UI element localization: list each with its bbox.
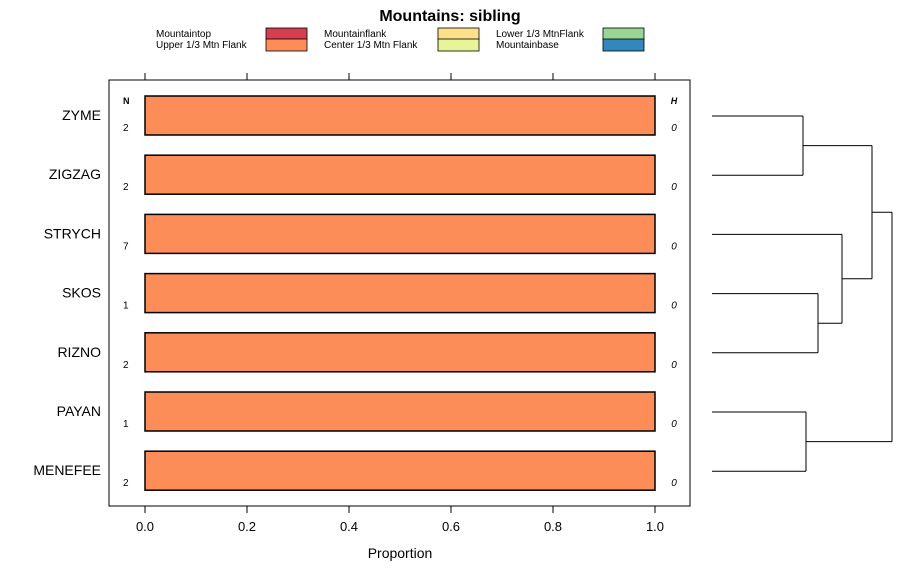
n-value: 2 bbox=[123, 360, 129, 371]
x-tick-label: 0.6 bbox=[442, 519, 460, 534]
row-label-strych: STRYCH bbox=[44, 225, 101, 241]
row-label-skos: SKOS bbox=[62, 285, 101, 301]
h-value: 0 bbox=[671, 123, 677, 134]
row-label-menefee: MENEFEE bbox=[33, 462, 101, 478]
n-value: 2 bbox=[123, 182, 129, 193]
h-value: 0 bbox=[671, 419, 677, 430]
n-value: 1 bbox=[123, 419, 129, 430]
legend-swatch bbox=[437, 27, 480, 41]
bar-payan bbox=[144, 391, 656, 432]
bar-rizno bbox=[144, 332, 656, 373]
x-tick-label: 0.2 bbox=[238, 519, 256, 534]
h-column-header: H bbox=[671, 96, 678, 106]
legend-swatch bbox=[437, 38, 480, 52]
dendrogram bbox=[712, 115, 893, 472]
legend-label: Mountainflank bbox=[324, 29, 387, 40]
legend-label: Lower 1/3 MtnFlank bbox=[496, 29, 585, 40]
legend-swatch bbox=[265, 27, 308, 41]
x-axis-label: Proportion bbox=[368, 545, 433, 561]
row-label-zigzag: ZIGZAG bbox=[49, 166, 101, 182]
chart-title: Mountains: sibling bbox=[379, 8, 520, 25]
x-tick-label: 0.8 bbox=[544, 519, 562, 534]
legend-swatch bbox=[602, 38, 645, 52]
h-value: 0 bbox=[671, 182, 677, 193]
bar-rows: ZYME 2 0 ZIGZAG 2 0 STRYCH 7 0 SKOS 1 0 RIZNO 2 0 PAYAN… bbox=[33, 95, 677, 491]
row-label-rizno: RIZNO bbox=[57, 344, 101, 360]
n-column-header: N bbox=[123, 96, 130, 106]
row-label-payan: PAYAN bbox=[57, 403, 101, 419]
x-tick-label: 0.4 bbox=[340, 519, 358, 534]
bar-menefee bbox=[144, 450, 656, 491]
n-value: 7 bbox=[123, 241, 129, 252]
x-tick-label: 1.0 bbox=[646, 519, 664, 534]
bar-zigzag bbox=[144, 154, 656, 195]
n-value: 2 bbox=[123, 478, 129, 489]
h-value: 0 bbox=[671, 301, 677, 312]
bar-zyme bbox=[144, 95, 656, 136]
legend-label: Mountaintop bbox=[156, 29, 211, 40]
legend-swatch bbox=[265, 38, 308, 52]
h-value: 0 bbox=[671, 478, 677, 489]
plot-frame bbox=[108, 79, 691, 507]
h-value: 0 bbox=[671, 241, 677, 252]
n-value: 1 bbox=[123, 301, 129, 312]
x-axis: 0.0 0.2 0.4 0.6 0.8 1.0 bbox=[136, 73, 664, 534]
legend-swatch bbox=[602, 27, 645, 41]
bar-strych bbox=[144, 213, 656, 255]
legend-label: Upper 1/3 Mtn Flank bbox=[156, 40, 248, 51]
bar-skos bbox=[144, 272, 656, 314]
row-label-zyme: ZYME bbox=[62, 107, 101, 123]
legend-label: Center 1/3 Mtn Flank bbox=[324, 40, 418, 51]
h-value: 0 bbox=[671, 360, 677, 371]
x-tick-label: 0.0 bbox=[136, 519, 154, 534]
legend-label: Mountainbase bbox=[496, 40, 559, 51]
n-value: 2 bbox=[123, 123, 129, 134]
